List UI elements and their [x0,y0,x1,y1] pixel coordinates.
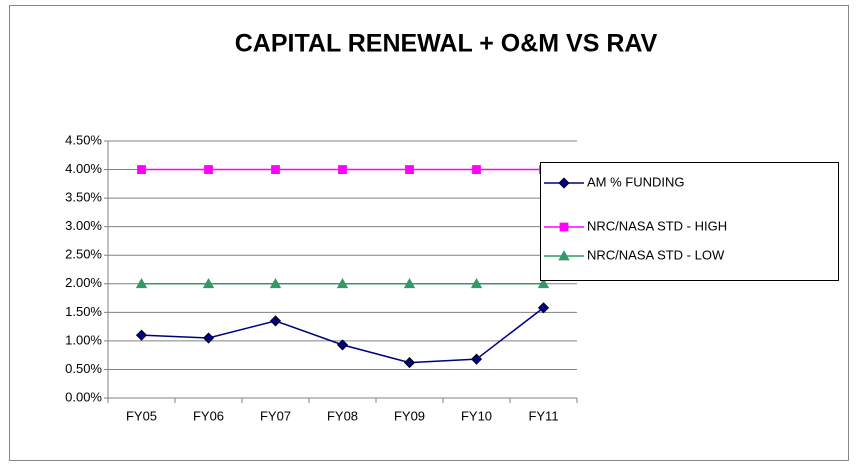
y-tick-label: 3.50% [65,190,102,205]
point-marker [269,315,282,327]
x-tick-label: FY06 [193,408,224,423]
x-tick-label: FY05 [126,408,157,423]
legend-box [540,162,839,281]
x-tick-label: FY08 [327,408,358,423]
point-marker [271,165,280,174]
chart-title: CAPITAL RENEWAL + O&M VS RAV [235,30,658,58]
legend-marker [558,250,570,261]
y-tick-label: 1.00% [65,332,102,347]
x-tick-label: FY11 [528,408,558,423]
point-marker [204,165,213,174]
legend-marker [559,222,569,232]
y-tick-label: 4.50% [65,132,102,147]
point-marker [537,302,550,314]
y-tick-label: 0.00% [65,389,102,404]
legend-marker [558,177,570,189]
y-tick-label: 4.00% [65,161,102,176]
point-marker [338,165,347,174]
x-tick-label: FY07 [260,408,291,423]
point-marker [472,165,481,174]
point-marker [135,329,148,341]
x-tick-label: FY10 [461,408,492,423]
point-marker [403,277,416,289]
point-marker [405,165,414,174]
point-marker [336,339,349,351]
point-marker [403,357,416,369]
y-tick-label: 2.50% [65,247,102,262]
x-tick-label: FY09 [394,408,425,423]
y-tick-label: 1.50% [65,304,102,319]
legend-label: NRC/NASA STD - LOW [587,247,725,262]
y-tick-label: 2.00% [65,275,102,290]
legend-label: AM % FUNDING [587,174,685,189]
point-marker [336,277,349,289]
point-marker [137,165,146,174]
point-marker [470,277,483,289]
point-marker [470,353,483,365]
point-marker [202,277,215,289]
point-marker [269,277,282,289]
point-marker [135,277,148,289]
legend-label: NRC/NASA STD - HIGH [587,218,727,233]
y-tick-label: 3.00% [65,218,102,233]
point-marker [537,277,550,289]
y-tick-label: 0.50% [65,361,102,376]
point-marker [202,332,215,344]
